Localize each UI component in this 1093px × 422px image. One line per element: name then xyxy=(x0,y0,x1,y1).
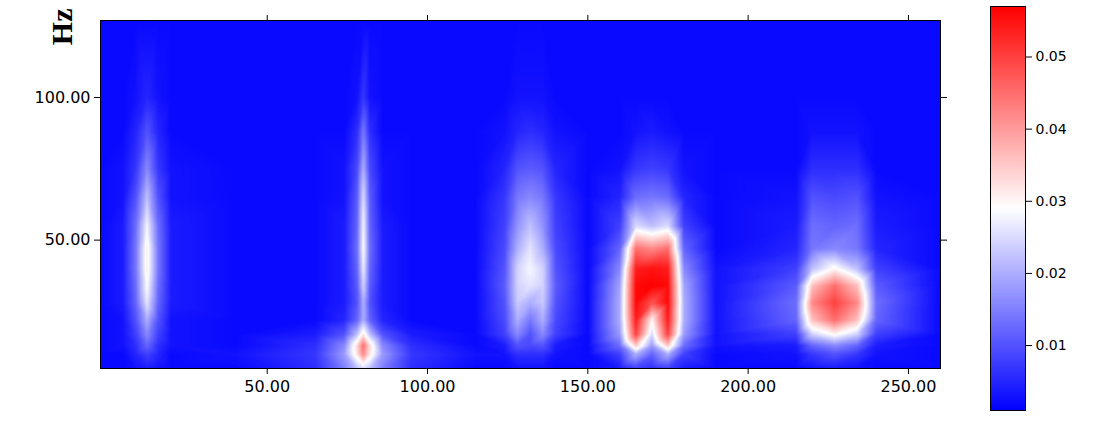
svg-text:200.00: 200.00 xyxy=(720,377,776,396)
svg-text:50.00: 50.00 xyxy=(244,377,290,396)
svg-text:50.00: 50.00 xyxy=(45,230,91,249)
svg-text:0.01: 0.01 xyxy=(1036,337,1067,353)
svg-text:Hz: Hz xyxy=(45,9,78,46)
svg-text:0.04: 0.04 xyxy=(1036,121,1067,137)
svg-text:250.00: 250.00 xyxy=(880,377,936,396)
svg-text:0.03: 0.03 xyxy=(1036,193,1067,209)
svg-text:0.05: 0.05 xyxy=(1036,48,1067,64)
svg-text:100.00: 100.00 xyxy=(35,88,91,107)
svg-text:100.00: 100.00 xyxy=(400,377,456,396)
svg-text:0.02: 0.02 xyxy=(1036,265,1067,281)
svg-text:150.00: 150.00 xyxy=(560,377,616,396)
